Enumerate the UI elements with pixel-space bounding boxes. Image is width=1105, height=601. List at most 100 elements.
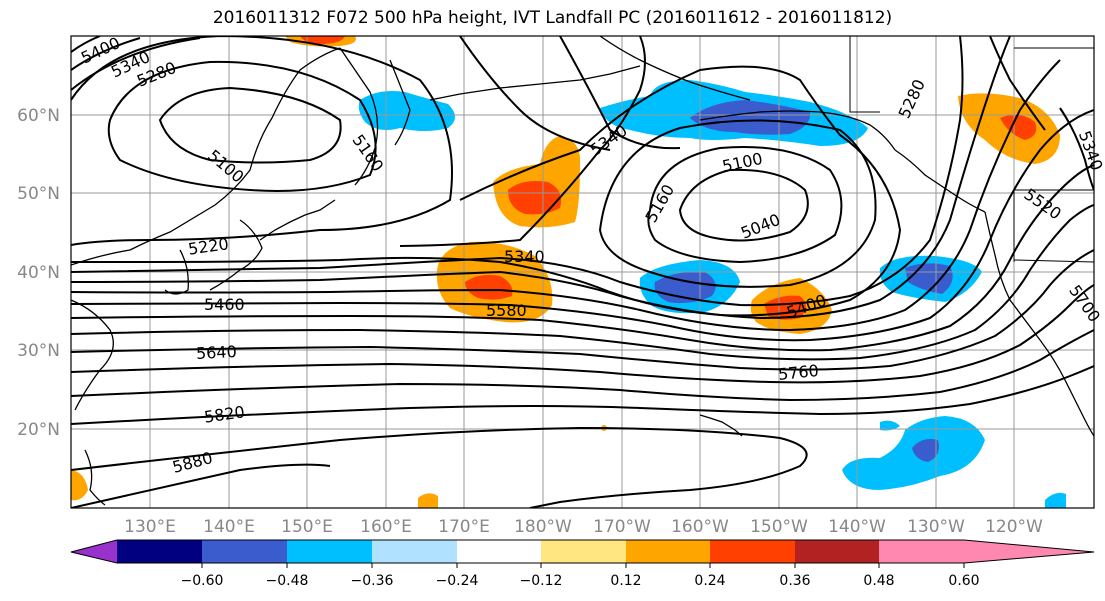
coast-baja	[1039, 339, 1094, 437]
contour-z6	[71, 204, 1094, 361]
colorbar-tick-label: −0.12	[520, 573, 563, 589]
shade-red-dateline	[508, 181, 562, 215]
contour-label: 5340	[504, 247, 545, 266]
lon-label: 160°W	[671, 517, 729, 537]
contour-5280-ak	[399, 36, 646, 247]
colorbar-segment	[541, 540, 626, 563]
coast-hawaii	[699, 414, 743, 437]
colorbar-segment	[372, 540, 457, 563]
contour-5160	[598, 119, 877, 288]
lon-label: 140°E	[203, 517, 255, 537]
lat-label: 50°N	[17, 184, 60, 204]
contour-5340-ak	[559, 36, 681, 150]
lat-label: 30°N	[17, 341, 60, 361]
colorbar-left-extension	[71, 540, 117, 563]
coast-kamchatka-east	[389, 59, 411, 146]
contour-z10	[71, 365, 1094, 425]
shade-red-top	[300, 36, 345, 44]
colorbar-tick-label: 0.24	[694, 573, 725, 589]
contour-z5	[71, 164, 1094, 352]
coast-kurils	[259, 199, 336, 241]
lon-label: 180°W	[514, 517, 572, 537]
lon-label: 130°E	[124, 517, 176, 537]
contour-5400-top	[71, 36, 101, 53]
contour-e1	[1059, 107, 1094, 191]
map-frame	[70, 35, 1095, 509]
colorbar-tick-label: −0.36	[351, 573, 394, 589]
coast-alaska-west	[599, 36, 751, 101]
contour-z2	[71, 36, 1011, 320]
colorbar: −0.60 −0.48 −0.36 −0.24 −0.12 0.12 0.24 …	[70, 539, 1095, 589]
colorbar-tick-label: 0.60	[948, 573, 979, 589]
lat-label: 60°N	[17, 106, 60, 126]
shade-blue-kamchatka	[358, 91, 455, 131]
contour-5340-top	[71, 37, 141, 71]
coast-aleutians	[429, 65, 641, 101]
contour-z11	[71, 426, 808, 508]
shade-red-pnw	[1000, 114, 1037, 140]
contour-5220-ak	[71, 65, 902, 317]
colorbar-tick-label: 0.36	[779, 573, 810, 589]
height-contours	[71, 36, 1094, 508]
coast-pnw	[984, 211, 1041, 341]
colorbar-segment	[879, 540, 964, 563]
coast-alaska-south	[699, 110, 896, 151]
lon-label: 170°E	[438, 517, 490, 537]
shade-blue-south-small	[880, 420, 900, 431]
lon-label: 120°W	[985, 517, 1043, 537]
contour-z9	[71, 329, 1094, 402]
colorbar-segment	[117, 540, 202, 563]
colorbar-segment	[457, 540, 541, 563]
contour-5400-ak	[459, 36, 611, 151]
contour-z4	[71, 109, 1094, 342]
colorbar-segment	[795, 540, 879, 563]
longitude-labels: 130°E 140°E 150°E 160°E 170°E 180°W 170°…	[124, 517, 1043, 537]
contour-z12	[71, 463, 331, 508]
lon-label: 150°E	[281, 517, 333, 537]
contour-z8	[71, 284, 1094, 384]
shade-orange-bottom	[418, 493, 438, 508]
colorbar-segment	[626, 540, 710, 563]
shade-blue-south	[842, 416, 985, 490]
contour-5100-nw	[158, 86, 342, 164]
contour-z1	[71, 36, 964, 307]
colorbar-tick-label: −0.60	[181, 573, 224, 589]
shade-red-170e	[465, 274, 513, 300]
contour-5280-top	[71, 37, 201, 91]
colorbar-segment	[202, 540, 287, 563]
shade-darkblue-gulf	[690, 100, 811, 135]
colorbar-right-extension	[964, 540, 1094, 563]
contour-label: 5580	[486, 301, 527, 320]
lon-label: 130°W	[907, 517, 965, 537]
lon-label: 150°W	[750, 517, 808, 537]
colorbar-tick-label: 0.12	[610, 573, 641, 589]
lat-label: 20°N	[17, 420, 60, 440]
colorbar-segment	[710, 540, 795, 563]
contour-label: 5640	[196, 342, 238, 363]
lat-label: 40°N	[17, 263, 60, 283]
coast-kamchatka	[339, 47, 379, 186]
colorbar-segment	[287, 540, 372, 563]
coast-bc	[894, 149, 986, 213]
latitude-labels: 60°N 50°N 40°N 30°N 20°N	[17, 106, 60, 440]
shade-darkblue-south	[912, 439, 939, 462]
contour-z7	[71, 249, 1094, 371]
contour-5040	[678, 168, 809, 242]
contour-label: 5760	[777, 361, 819, 384]
ivt-shading	[71, 36, 1066, 508]
shade-blue-se	[1045, 492, 1066, 508]
figure-title: 2016011312 F072 500 hPa height, IVT Land…	[212, 8, 893, 28]
contour-5160-nw	[107, 60, 377, 192]
colorbar-tick-label: 0.48	[863, 573, 894, 589]
contour-5100	[647, 145, 843, 264]
colorbar-tick-label: −0.48	[266, 573, 309, 589]
contour-z3	[71, 59, 1061, 332]
colorbar-tick-label: −0.24	[436, 573, 479, 589]
contour-label: 5460	[204, 295, 245, 314]
lon-label: 160°E	[360, 517, 412, 537]
contour-e2	[989, 36, 1046, 131]
boundaries	[849, 36, 1094, 263]
lon-label: 140°W	[828, 517, 886, 537]
shade-orange-sw	[71, 470, 88, 501]
